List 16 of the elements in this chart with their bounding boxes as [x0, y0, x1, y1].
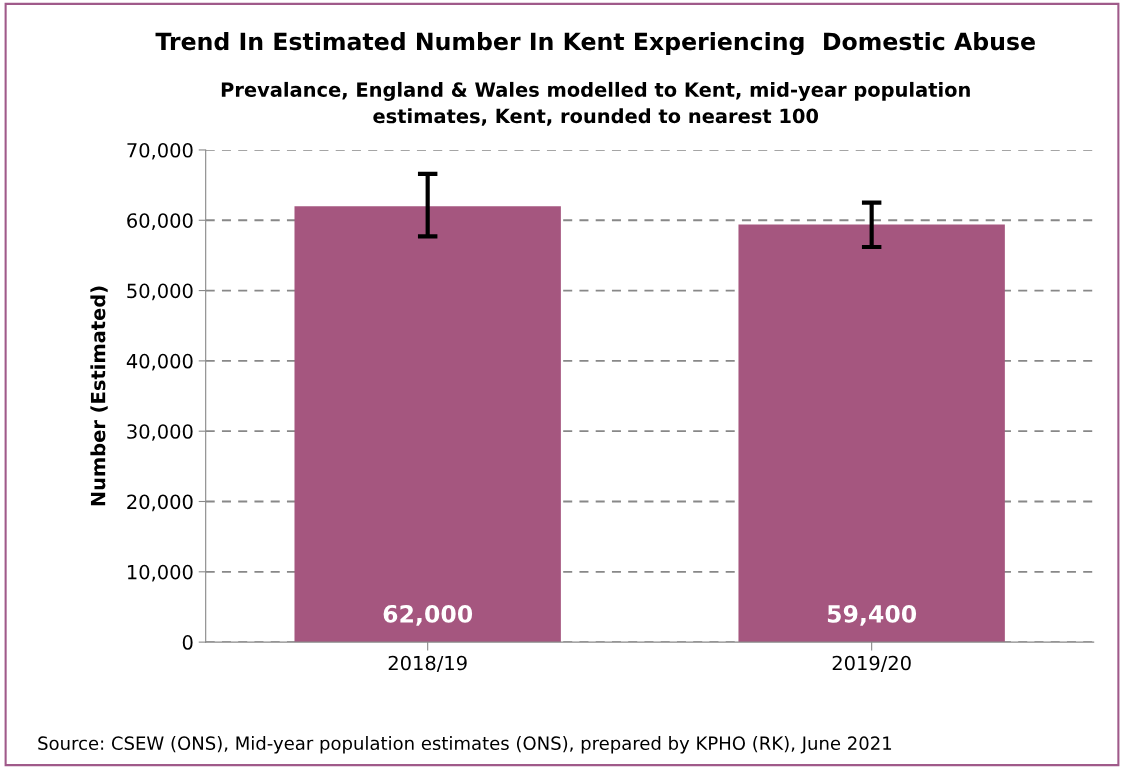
source-note: Source: CSEW (ONS), Mid-year population estimates (ONS), prepared by KPHO (RK), June 2021	[38, 736, 892, 754]
y-tick-label: 70,000	[127, 142, 193, 160]
chart-title: Trend In Estimated Number In Kent Experiencing Domestic Abuse	[155, 32, 1035, 56]
y-tick-label: 60,000	[127, 213, 193, 230]
data-label: 59,400	[827, 604, 917, 626]
data-label: 62,000	[383, 604, 473, 626]
y-tick-label: 10,000	[127, 564, 193, 582]
y-tick-label: 0	[182, 635, 193, 650]
y-tick-label: 30,000	[127, 424, 193, 441]
y-axis-title: Number (Estimated)	[90, 286, 108, 506]
y-tick-label: 40,000	[126, 353, 193, 371]
y-tick-label: 50,000	[127, 283, 193, 301]
y-tick-label: 20,000	[127, 494, 193, 512]
chart-subtitle: Prevalance, England & Wales modelled to Kent, mid-year population estimates, Kent, rounded to nearest 100	[221, 81, 970, 126]
x-tick-label: 2019/20	[832, 655, 911, 672]
x-tick-label: 2018/19	[388, 655, 467, 672]
